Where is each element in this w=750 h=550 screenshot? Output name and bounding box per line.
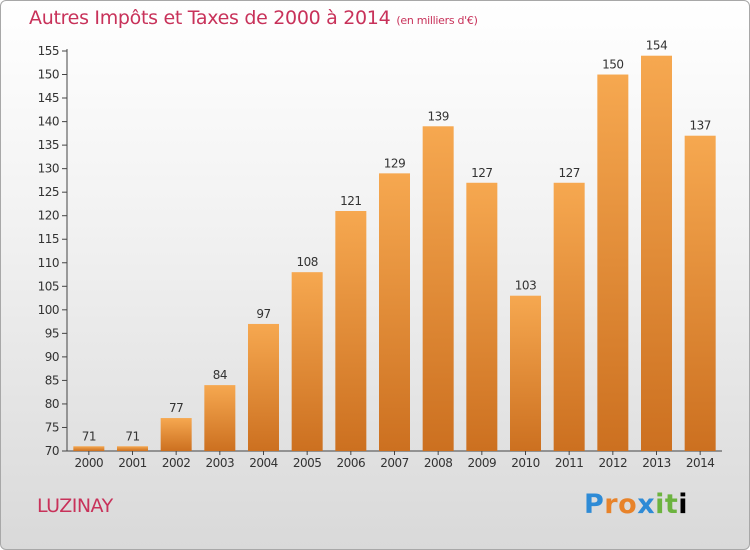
y-tick-label: 145	[38, 91, 59, 105]
bar-value-label: 137	[689, 119, 710, 133]
bar-value-label: 129	[384, 156, 405, 170]
x-tick-label: 2007	[380, 456, 409, 470]
bar	[597, 74, 629, 451]
bar-value-label: 121	[340, 194, 361, 208]
bar	[160, 418, 192, 451]
x-tick-label: 2010	[511, 456, 540, 470]
bar	[553, 182, 585, 451]
bar	[641, 55, 672, 452]
x-tick-label: 2006	[337, 456, 366, 470]
bar-value-label: 139	[427, 109, 448, 123]
bar-value-label: 127	[471, 166, 492, 180]
y-tick-label: 140	[38, 115, 59, 129]
bar-value-label: 150	[602, 58, 623, 72]
bar	[73, 446, 105, 451]
y-tick-label: 110	[38, 256, 59, 270]
bar	[204, 385, 236, 451]
bar-value-label: 127	[558, 166, 579, 180]
bar	[248, 323, 279, 451]
x-tick-label: 2000	[75, 456, 104, 470]
y-tick-label: 115	[38, 232, 59, 246]
chart-title: Autres Impôts et Taxes de 2000 à 2014 (en…	[29, 7, 478, 29]
y-tick-label: 125	[38, 185, 59, 199]
chart-bars: 71 71 77 84 97 108 121 129 139 127 103 127 150 154 137	[73, 39, 716, 452]
chart-subtitle: (en milliers d'€)	[396, 14, 478, 27]
bar-value-label: 71	[125, 429, 139, 443]
bar	[422, 126, 454, 451]
bar	[291, 272, 323, 451]
bar	[117, 446, 148, 451]
commune-name: LUZINAY	[37, 495, 113, 517]
bar	[510, 295, 541, 451]
y-tick-label: 90	[45, 350, 59, 364]
y-tick-label: 155	[38, 44, 59, 58]
bar-value-label: 103	[515, 279, 536, 293]
x-tick-label: 2002	[162, 456, 191, 470]
bar-value-label: 108	[296, 255, 317, 269]
x-tick-label: 2005	[293, 456, 322, 470]
y-tick-label: 70	[45, 444, 59, 458]
x-tick-label: 2001	[118, 456, 147, 470]
bar-value-label: 97	[256, 307, 270, 321]
bar-value-label: 71	[82, 429, 96, 443]
x-tick-label: 2012	[599, 456, 628, 470]
x-tick-label: 2004	[249, 456, 278, 470]
y-tick-label: 80	[45, 397, 59, 411]
y-tick-label: 120	[38, 209, 59, 223]
y-tick-label: 105	[38, 279, 59, 293]
x-tick-label: 2003	[206, 456, 235, 470]
y-tick-label: 135	[38, 138, 59, 152]
y-tick-label: 130	[38, 162, 59, 176]
x-tick-label: 2008	[424, 456, 453, 470]
bar	[335, 211, 367, 451]
y-tick-label: 85	[45, 373, 59, 387]
x-tick-label: 2013	[642, 456, 671, 470]
y-tick-label: 100	[38, 303, 59, 317]
x-tick-label: 2014	[686, 456, 715, 470]
proxiti-logo: Proxiti	[584, 489, 689, 520]
x-tick-label: 2011	[555, 456, 584, 470]
y-tick-label: 150	[38, 68, 59, 82]
bar-value-label: 154	[646, 39, 667, 53]
bar-value-label: 77	[169, 401, 183, 415]
bar-value-label: 84	[213, 368, 227, 382]
x-tick-label: 2009	[468, 456, 497, 470]
bar	[684, 135, 716, 452]
y-tick-label: 75	[45, 420, 59, 434]
y-tick-label: 95	[45, 326, 59, 340]
bar	[379, 173, 410, 451]
bar	[466, 182, 498, 451]
